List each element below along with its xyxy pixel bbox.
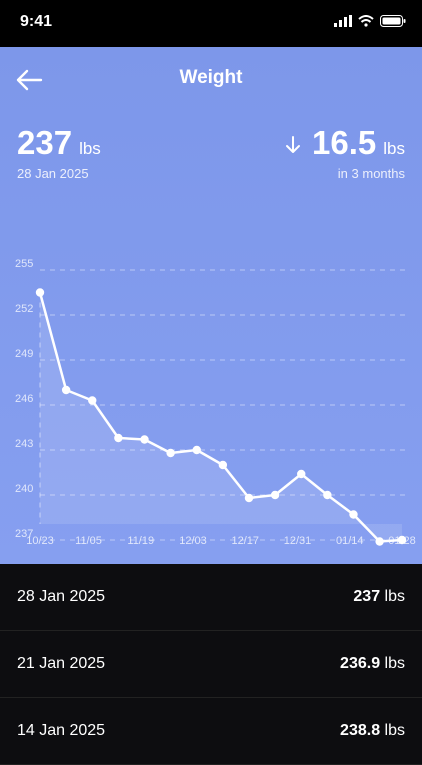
chart-area (40, 292, 402, 542)
current-weight-value: 237 (17, 124, 73, 161)
data-point (192, 445, 201, 455)
entry-weight-value: 237 (353, 588, 381, 605)
entry-weight-unit: lbs (380, 722, 405, 739)
entry-weight-unit: lbs (380, 655, 405, 672)
status-icons (334, 15, 406, 27)
entry-weight-value: 236.9 (340, 655, 381, 672)
arrow-down-icon (285, 136, 301, 160)
signal-icon (334, 15, 352, 27)
y-tick-label: 240 (15, 483, 33, 495)
page-title: Weight (179, 67, 243, 88)
data-point (349, 510, 358, 519)
data-point (218, 460, 228, 470)
entry-weight-value: 238.8 (340, 722, 381, 739)
weight-header: Weight 237 lbs 28 Jan 2025 16.5 lbs in 3… (0, 47, 422, 564)
list-item[interactable]: 14 Jan 2025 238.8 lbs (0, 698, 422, 765)
y-tick-label: 237 (15, 528, 33, 540)
entry-date: 28 Jan 2025 (17, 588, 106, 605)
current-weight: 237 lbs (17, 124, 101, 162)
x-tick-label: 11/05 (75, 535, 102, 547)
data-point (375, 537, 384, 546)
weight-change: 16.5 lbs (285, 124, 405, 162)
current-weight-unit: lbs (79, 139, 101, 158)
entry-weight-unit: lbs (380, 588, 405, 605)
y-tick-label: 255 (15, 258, 33, 270)
entry-weight: 237 lbs (353, 588, 405, 606)
entry-date: 21 Jan 2025 (17, 655, 106, 672)
y-tick-label: 252 (15, 303, 33, 315)
x-tick-label: 12/17 (231, 535, 259, 547)
entry-date: 14 Jan 2025 (17, 722, 106, 739)
entry-weight: 236.9 lbs (340, 655, 405, 673)
x-tick-label: 12/31 (284, 535, 312, 547)
data-point (244, 493, 254, 503)
arrow-left-icon (16, 69, 43, 91)
y-tick-label: 243 (15, 438, 33, 450)
y-tick-label: 249 (15, 348, 33, 360)
x-tick-label: 11/19 (127, 535, 154, 547)
list-item[interactable]: 28 Jan 2025 237 lbs (0, 564, 422, 631)
battery-icon (380, 15, 406, 27)
entry-weight: 238.8 lbs (340, 722, 405, 740)
change-unit: lbs (383, 139, 405, 158)
weight-entries-list: 28 Jan 2025 237 lbs 21 Jan 2025 236.9 lbs 14… (0, 564, 422, 765)
list-item[interactable]: 21 Jan 2025 236.9 lbs (0, 631, 422, 698)
x-tick-label: 12/03 (179, 535, 207, 547)
wifi-icon (358, 15, 374, 27)
back-button[interactable] (14, 67, 44, 93)
status-time: 9:41 (20, 13, 53, 30)
x-tick-label: 01/14 (336, 535, 364, 547)
data-point (297, 469, 306, 479)
status-bar: 9:41 (0, 0, 422, 47)
data-point (323, 490, 332, 500)
data-point (166, 448, 175, 458)
data-point (61, 385, 71, 395)
data-point (140, 435, 149, 444)
x-tick-label: 10/23 (26, 535, 54, 547)
data-point (397, 535, 407, 545)
y-tick-label: 246 (15, 393, 33, 405)
data-point (114, 433, 123, 443)
data-point (270, 490, 280, 500)
change-period: in 3 months (337, 166, 405, 181)
data-point (35, 288, 45, 297)
data-point (88, 396, 97, 405)
change-value: 16.5 (312, 124, 377, 161)
current-weight-date: 28 Jan 2025 (17, 166, 89, 181)
